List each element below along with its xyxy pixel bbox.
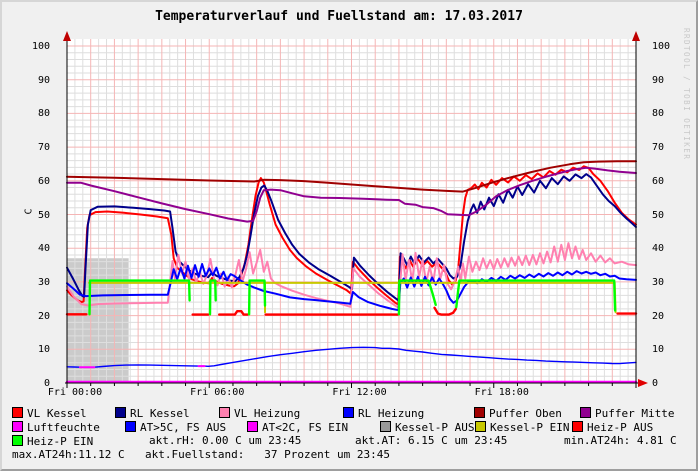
legend-item: Heiz-P EIN	[12, 435, 93, 448]
series-heiz-p-aus	[433, 306, 457, 316]
plot-canvas	[63, 31, 648, 388]
legend-label: AT>5C, FS AUS	[140, 421, 227, 434]
legend-item: Puffer Mitte	[580, 407, 674, 420]
series-puffer-mitte	[66, 166, 637, 223]
legend-stat: akt.AT: 6.15 C um 23:45	[355, 435, 507, 448]
series-vl-kessel	[66, 165, 637, 306]
x-tick-label: Fri 06:00	[190, 387, 245, 398]
y-tick-label-right: 90	[652, 74, 665, 86]
x-axis-arrow	[638, 379, 648, 387]
legend-swatch	[219, 407, 230, 418]
series-heiz-p-aus	[217, 310, 249, 316]
y-tick-label-left: 10	[37, 344, 50, 356]
legend-label: RL Kessel	[130, 407, 190, 420]
x-tick-label: Fri 00:00	[47, 387, 103, 398]
y-tick-label-right: 40	[652, 243, 665, 255]
legend-swatch	[247, 421, 258, 432]
y-tick-label-right: 30	[652, 276, 665, 288]
y-tick-label-left: 30	[37, 276, 50, 288]
legend-swatch	[380, 421, 391, 432]
y-tick-label-right: 50	[652, 209, 665, 221]
legend-swatch	[475, 421, 486, 432]
legend-swatch	[12, 421, 23, 432]
legend-stat: akt.Fuellstand: 37 Prozent um 23:45	[145, 449, 390, 462]
legend-label: VL Kessel	[27, 407, 87, 420]
graph-title: Temperaturverlauf und Fuellstand am: 17.…	[155, 9, 523, 24]
legend-label: Heiz-P AUS	[587, 421, 654, 434]
legend-swatch	[572, 421, 583, 432]
legend-swatch	[12, 407, 23, 418]
y-tick-label-right: 60	[652, 175, 665, 187]
legend-swatch	[12, 435, 23, 446]
rrdtool-watermark: RRDTOOL / TOBI OETIKER	[682, 28, 691, 161]
y-tick-label-left: 20	[37, 310, 50, 322]
legend-swatch	[580, 407, 591, 418]
y-tick-label-left: 60	[37, 175, 50, 187]
legend-label: akt.rH: 0.00 C um 23:45	[149, 434, 302, 447]
legend-label: Puffer Mitte	[595, 407, 675, 420]
y-tick-label-left: 50	[37, 209, 50, 221]
series-puffer-oben	[66, 160, 637, 193]
legend-item: Heiz-P AUS	[572, 421, 653, 434]
legend-item: VL Heizung	[219, 407, 300, 420]
legend-item: RL Kessel	[115, 407, 190, 420]
legend-label: akt.Fuellstand: 37 Prozent um 23:45	[145, 448, 391, 461]
y-tick-label-right: 20	[652, 310, 665, 322]
y-tick-label-right: 70	[652, 142, 665, 154]
x-tick-label: Fri 12:00	[332, 387, 387, 398]
series-at-fs-aus	[66, 346, 637, 368]
legend-label: RL Heizung	[358, 407, 425, 420]
y-tick-label-left: 80	[37, 108, 50, 120]
legend-item: Kessel-P EIN	[475, 421, 569, 434]
y-axis-arrow-left	[63, 31, 71, 41]
legend-item: Kessel-P AUS	[380, 421, 474, 434]
legend-item: AT>5C, FS AUS	[125, 421, 226, 434]
legend-label: AT<2C, FS EIN	[262, 421, 349, 434]
legend-item: RL Heizung	[343, 407, 424, 420]
series-heiz-p-ein	[247, 279, 267, 316]
y-tick-label-left: 100	[31, 41, 50, 52]
legend-item: AT<2C, FS EIN	[247, 421, 348, 434]
legend-label: akt.AT: 6.15 C um 23:45	[355, 434, 508, 447]
series-heiz-p-ein	[88, 279, 191, 316]
legend-label: min.AT24h: 4.81 C	[564, 434, 677, 447]
legend-swatch	[343, 407, 354, 418]
legend-label: Kessel-P EIN	[490, 421, 570, 434]
series-heiz-p-ein	[208, 279, 217, 316]
legend-label: max.AT24h:11.12 C	[12, 448, 125, 461]
legend-label: VL Heizung	[234, 407, 301, 420]
y-tick-label-left: 40	[37, 243, 50, 255]
legend-stat: akt.rH: 0.00 C um 23:45	[149, 435, 301, 448]
legend-label: Luftfeuchte	[27, 421, 100, 434]
series-vl-heizung	[66, 242, 637, 309]
y-tick-label-right: 0	[652, 378, 659, 389]
legend-stat: min.AT24h: 4.81 C	[564, 435, 677, 448]
y-tick-label-right: 80	[652, 108, 665, 120]
legend-label: Heiz-P EIN	[27, 435, 94, 448]
legend-swatch	[125, 421, 136, 432]
y-tick-label-right: 100	[652, 41, 671, 52]
y-tick-label-left: 90	[37, 74, 50, 86]
legend-label: Puffer Oben	[489, 407, 562, 420]
x-tick-label: Fri 18:00	[474, 387, 529, 398]
legend-stat: max.AT24h:11.12 C	[12, 449, 125, 462]
legend-item: VL Kessel	[12, 407, 87, 420]
y-tick-label-left: 70	[37, 142, 50, 154]
y-tick-label-right: 10	[652, 344, 665, 356]
area-kessel-p-aus-area	[67, 258, 129, 383]
y-axis-arrow-right	[632, 31, 640, 41]
legend-swatch	[115, 407, 126, 418]
series-heiz-p-ein	[455, 279, 617, 312]
series-heiz-p-ein	[397, 279, 437, 316]
legend-swatch	[474, 407, 485, 418]
legend-item: Puffer Oben	[474, 407, 562, 420]
legend-item: Luftfeuchte	[12, 421, 100, 434]
y-tick-label-left: 0	[43, 378, 50, 389]
legend-label: Kessel-P AUS	[395, 421, 475, 434]
